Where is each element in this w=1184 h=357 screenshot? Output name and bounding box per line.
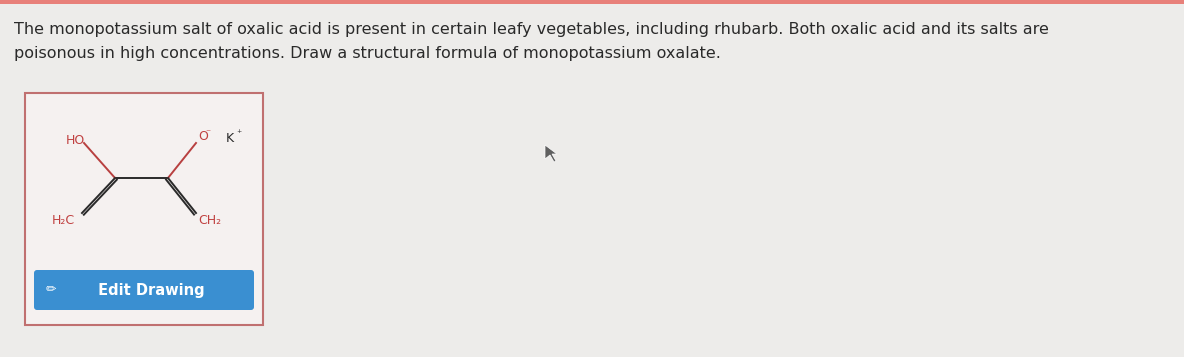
- Bar: [25, 93, 263, 325]
- Bar: [0, 0, 1184, 4]
- Text: ✏: ✏: [46, 283, 57, 297]
- Text: poisonous in high concentrations. Draw a structural formula of monopotassium oxa: poisonous in high concentrations. Draw a…: [14, 46, 721, 61]
- Polygon shape: [545, 145, 556, 162]
- Text: ⁻: ⁻: [205, 128, 210, 138]
- FancyBboxPatch shape: [34, 270, 255, 310]
- Text: HO: HO: [66, 135, 85, 147]
- Text: ⁺: ⁺: [236, 129, 242, 139]
- Text: Edit Drawing: Edit Drawing: [94, 282, 205, 297]
- Text: K: K: [226, 131, 234, 145]
- Text: O: O: [198, 131, 208, 144]
- Text: H₂C: H₂C: [52, 215, 75, 227]
- Text: CH₂: CH₂: [198, 215, 221, 227]
- Text: The monopotassium salt of oxalic acid is present in certain leafy vegetables, in: The monopotassium salt of oxalic acid is…: [14, 22, 1049, 37]
